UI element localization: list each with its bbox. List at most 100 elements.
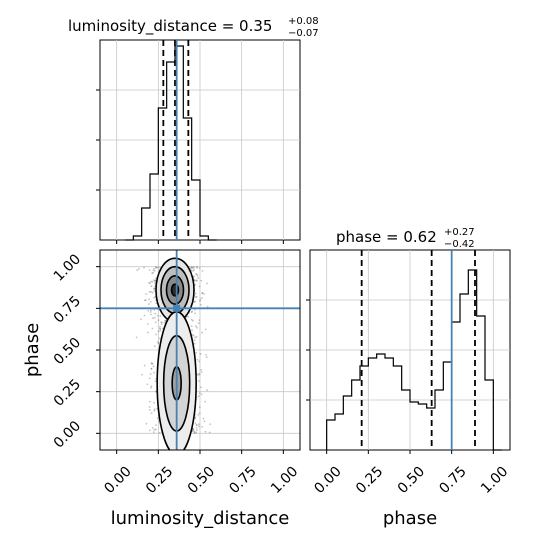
scatter-point	[148, 269, 151, 271]
scatter-point	[158, 337, 161, 340]
scatter-point	[193, 269, 195, 271]
scatter-point	[153, 371, 156, 374]
x-tick-label: 0.75	[436, 464, 469, 497]
y-tick-label: 0.00	[51, 418, 84, 451]
scatter-point	[150, 285, 153, 288]
scatter-point	[197, 374, 200, 376]
scatter-point	[147, 309, 150, 312]
scatter-point	[154, 380, 157, 383]
scatter-point	[154, 280, 157, 283]
scatter-point	[196, 266, 198, 269]
scatter-point	[205, 356, 208, 358]
scatter-point	[148, 303, 150, 305]
scatter-point	[159, 327, 161, 330]
scatter-point	[191, 310, 194, 313]
grid	[100, 250, 300, 450]
scatter-point	[198, 412, 201, 415]
x-tick-label: 1.00	[478, 464, 511, 497]
scatter-point	[150, 412, 153, 414]
title-phase: phase = 0.62	[336, 228, 437, 246]
scatter-point	[160, 321, 163, 324]
scatter-point	[201, 426, 203, 428]
scatter-point	[155, 333, 158, 336]
panel-luminosity-distance-hist: luminosity_distance = 0.35 +0.08 −0.07	[68, 16, 319, 244]
scatter-point	[151, 281, 154, 283]
scatter-point	[196, 424, 198, 427]
scatter-point	[192, 266, 195, 268]
scatter-point	[153, 308, 156, 311]
scatter-point	[192, 429, 195, 432]
scatter-point	[159, 315, 162, 317]
scatter-point	[194, 336, 197, 339]
scatter-point	[157, 330, 160, 333]
scatter-point	[150, 313, 152, 316]
scatter-point	[149, 400, 151, 403]
scatter-point	[195, 280, 198, 282]
scatter-point	[150, 290, 153, 293]
scatter-point	[199, 353, 202, 355]
scatter-point	[151, 272, 154, 275]
scatter-point	[150, 280, 152, 283]
scatter-point	[153, 270, 156, 272]
scatter-point	[191, 267, 193, 269]
scatter-point	[196, 266, 199, 268]
scatter-point	[143, 314, 146, 317]
scatter-point	[190, 266, 193, 269]
scatter-point	[198, 372, 201, 375]
scatter-point	[205, 354, 207, 356]
scatter-point	[151, 362, 153, 364]
scatter-point	[196, 358, 199, 361]
scatter-point	[195, 296, 197, 298]
scatter-point	[153, 296, 156, 299]
scatter-point	[152, 317, 154, 320]
scatter-point	[197, 277, 200, 280]
x-tick-label: 0.00	[101, 464, 134, 497]
scatter-point	[193, 275, 195, 278]
scatter-point	[200, 386, 202, 389]
scatter-point	[198, 267, 201, 269]
scatter-point	[193, 430, 196, 433]
scatter-point	[149, 301, 152, 303]
scatter-point	[153, 408, 156, 411]
histogram-luminosity-distance	[125, 45, 217, 241]
scatter-point	[198, 360, 201, 363]
scatter-point	[153, 428, 156, 431]
x-tick-label: 0.25	[143, 464, 176, 497]
scatter-point	[193, 300, 196, 303]
scatter-point	[143, 299, 146, 302]
scatter-point	[194, 279, 196, 282]
scatter-point	[152, 271, 155, 274]
scatter-point	[200, 371, 203, 373]
scatter-point	[199, 300, 201, 302]
scatter-point	[156, 417, 159, 420]
scatter-point	[153, 287, 156, 290]
scatter-point	[148, 298, 151, 301]
scatter-point	[146, 323, 149, 325]
x-tick-label: 0.75	[226, 464, 259, 497]
scatter-point	[155, 424, 157, 426]
scatter-point	[195, 325, 197, 328]
scatter-point	[195, 279, 198, 282]
y-tick-label: 0.25	[51, 376, 84, 409]
scatter-point	[155, 266, 157, 268]
scatter-point	[187, 315, 190, 318]
scatter-point	[154, 321, 157, 324]
scatter-point	[154, 267, 157, 269]
scatter-point	[155, 428, 157, 431]
scatter-point	[195, 273, 198, 275]
scatter-point	[150, 309, 152, 312]
panel-2d-density: 0.00 0.25 0.50 0.75 1.000.000.250.500.751.00	[51, 249, 301, 497]
scatter-point	[191, 319, 194, 322]
scatter-point	[148, 377, 151, 380]
scatter-point	[161, 321, 163, 324]
scatter-point	[193, 431, 196, 434]
scatter-point	[203, 420, 206, 422]
scatter-point	[192, 334, 195, 337]
scatter-point	[152, 279, 155, 282]
scatter-point	[148, 406, 151, 408]
scatter-point	[152, 365, 155, 368]
scatter-point	[157, 342, 160, 344]
x-axis-label-luminosity-distance: luminosity_distance	[111, 508, 290, 529]
scatter-point	[151, 327, 154, 330]
